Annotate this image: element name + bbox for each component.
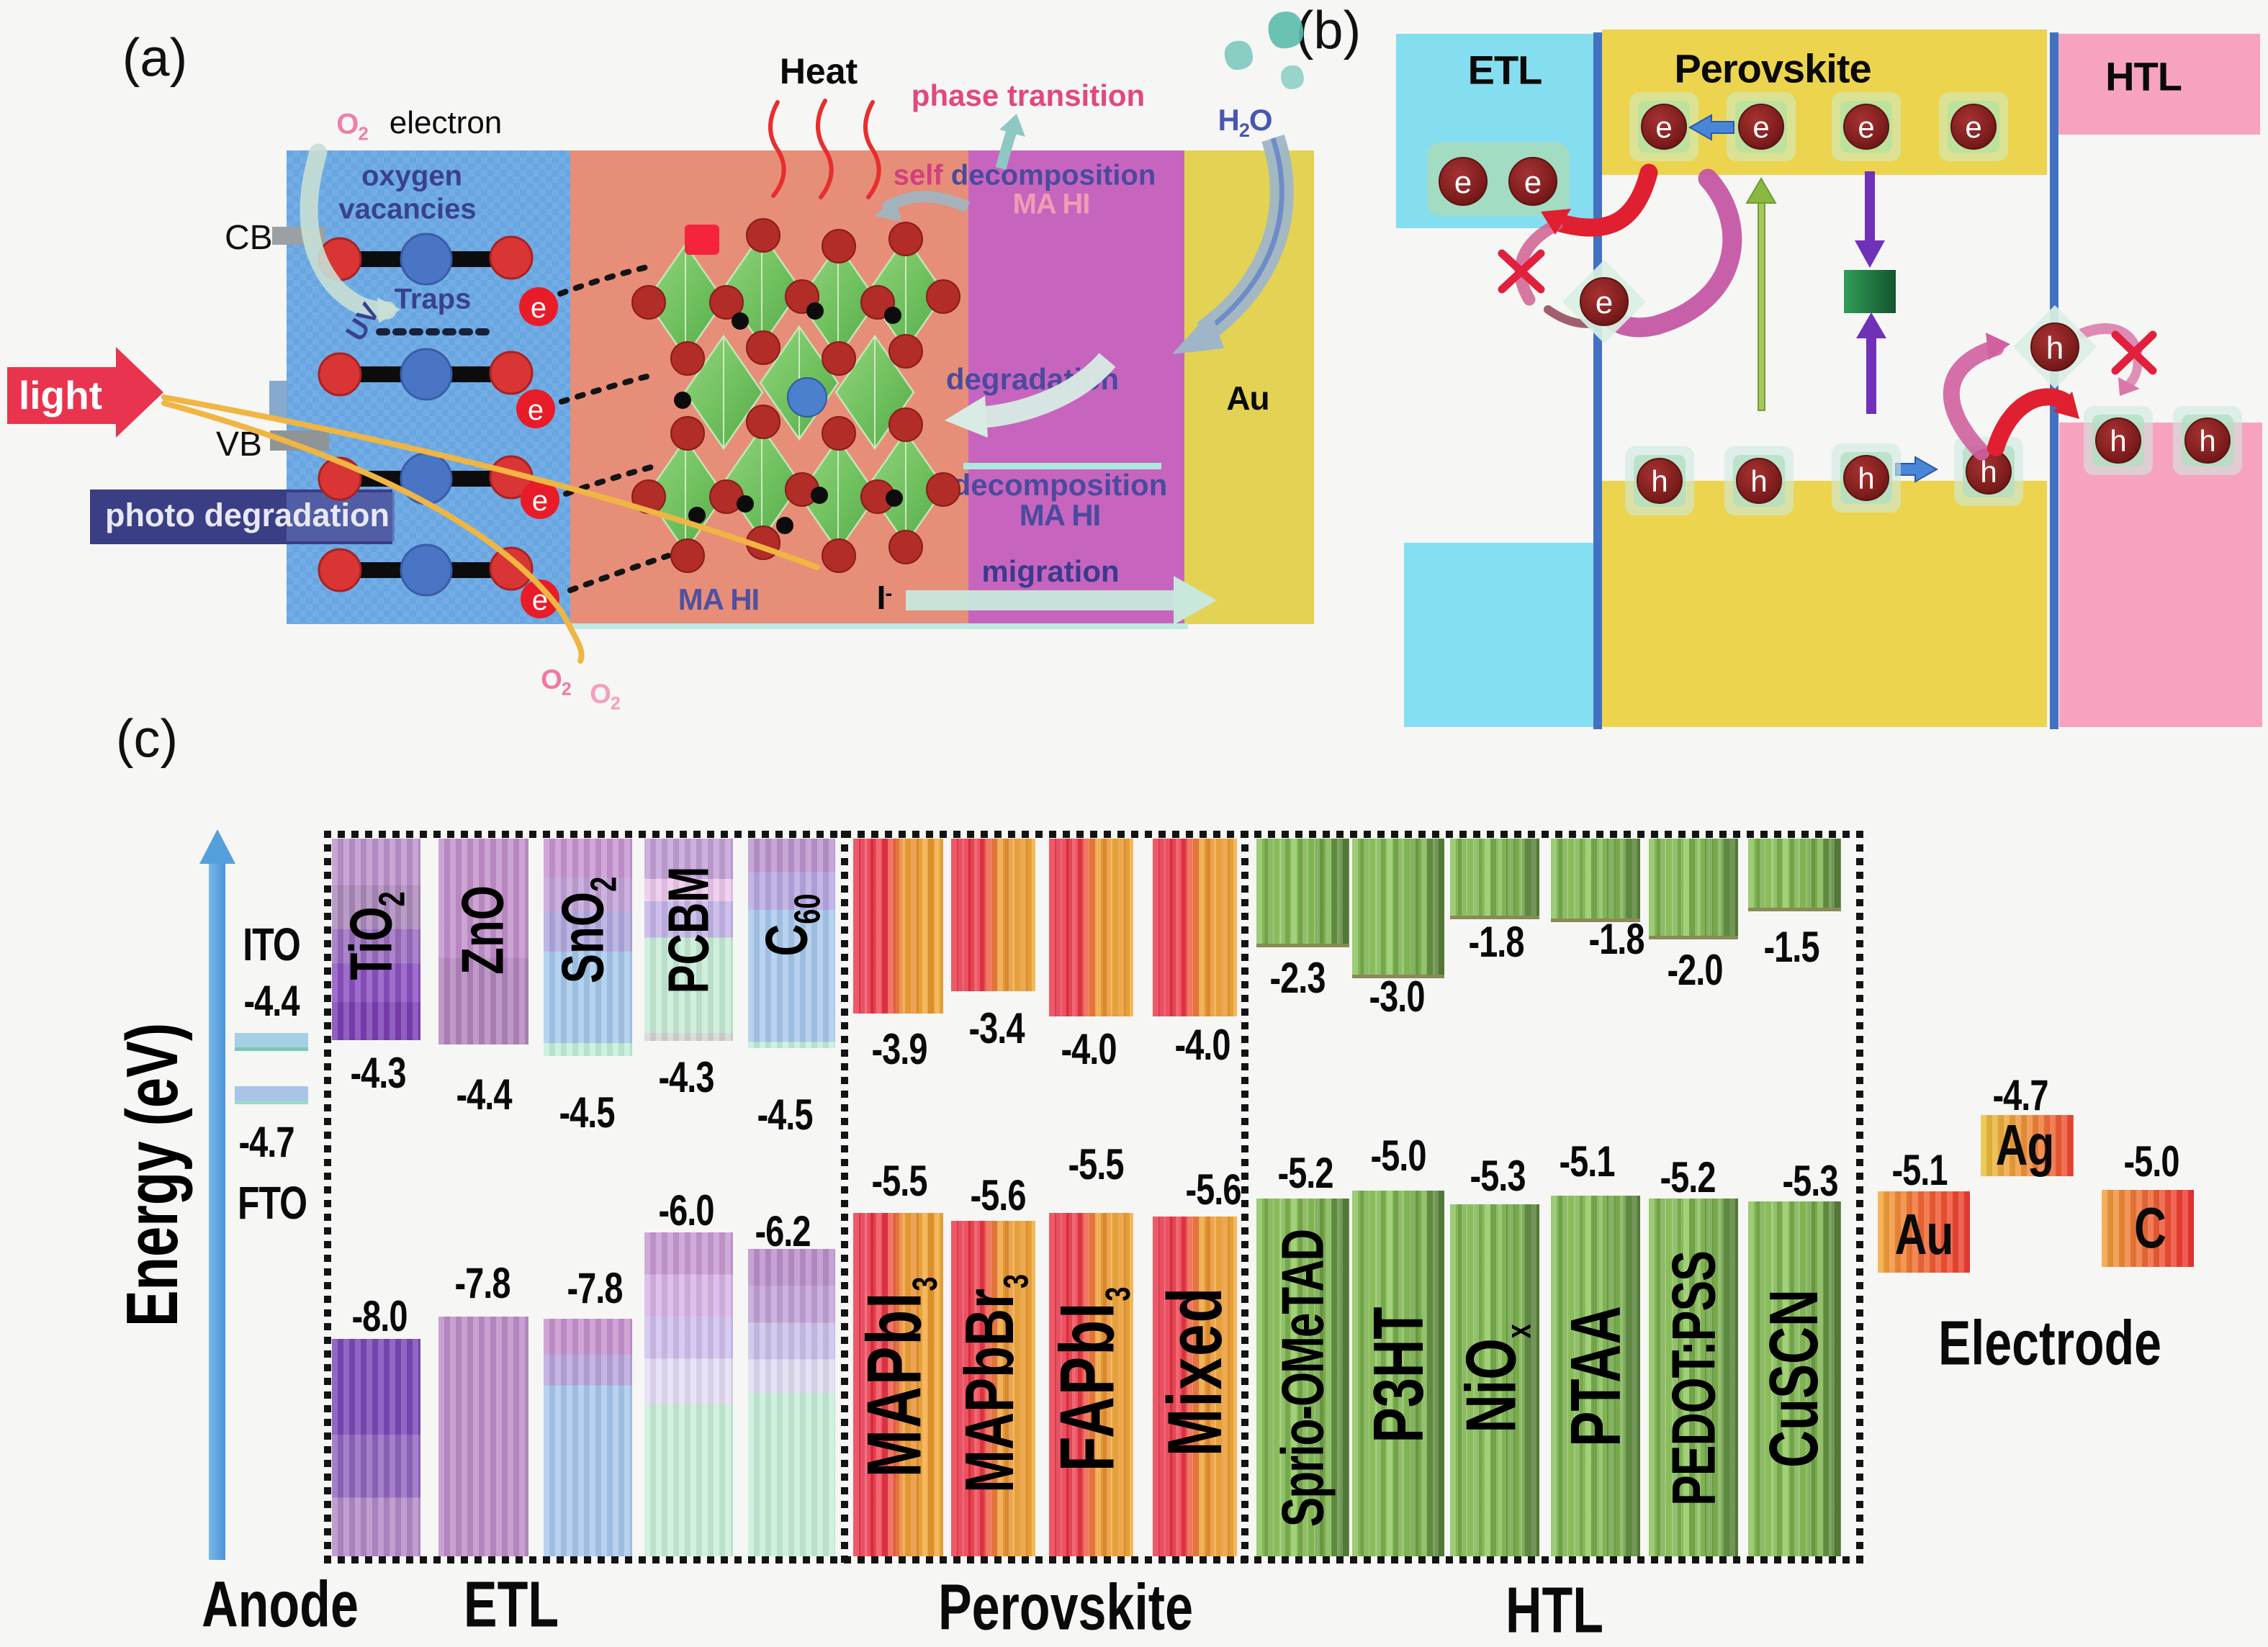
svg-text:e: e (532, 485, 548, 517)
svg-text:e: e (531, 292, 546, 324)
svg-text:e: e (528, 394, 544, 426)
